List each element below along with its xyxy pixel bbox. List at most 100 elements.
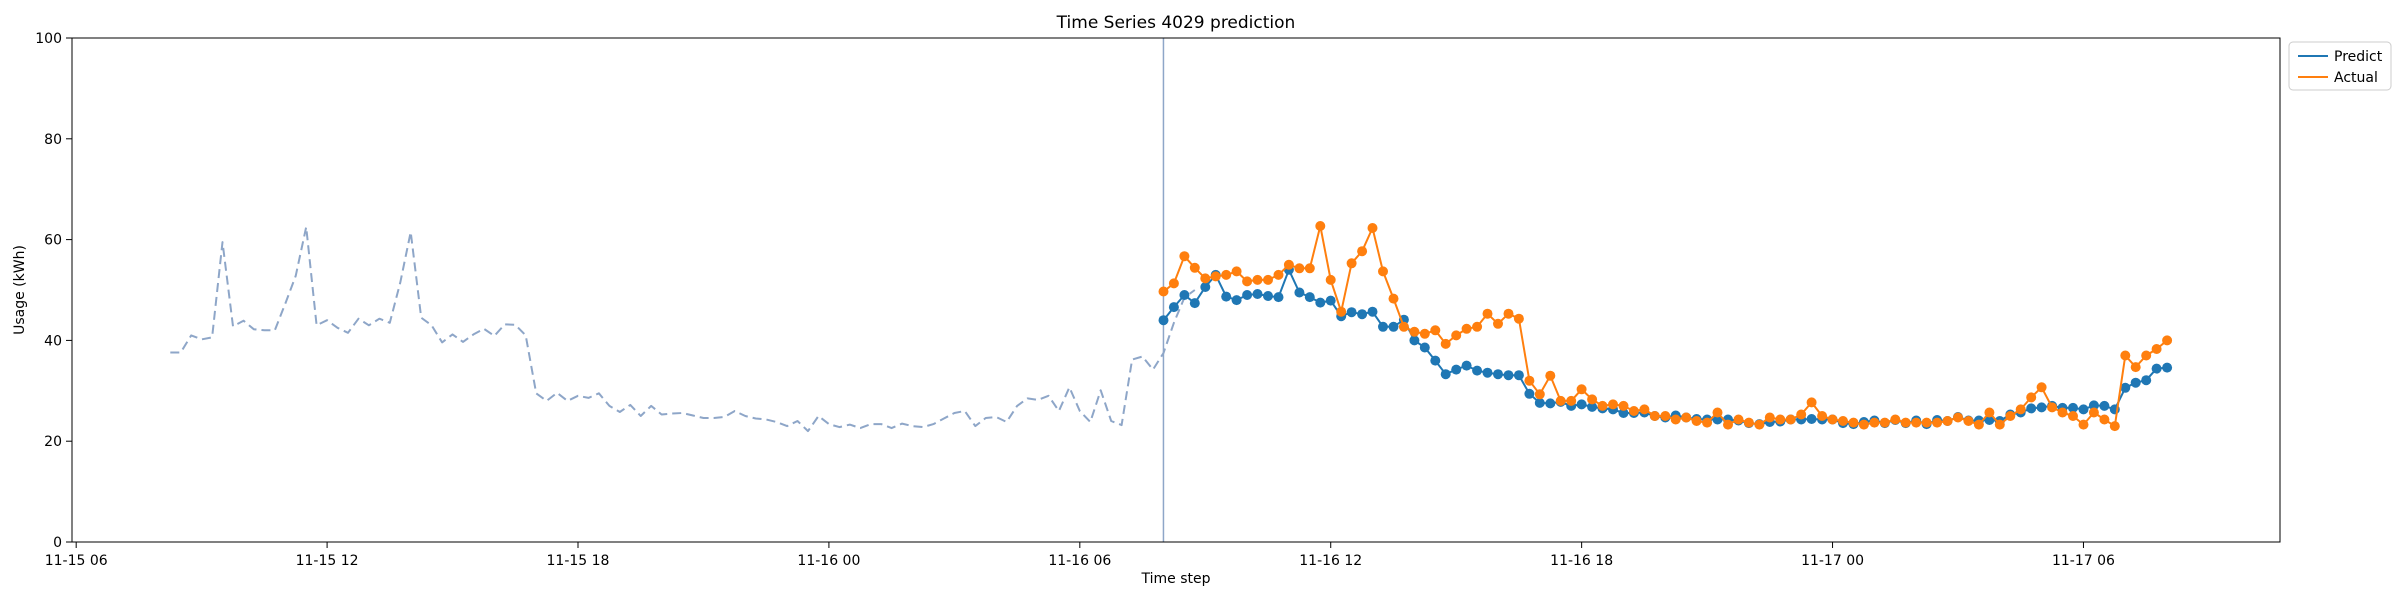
predict-point [1440, 369, 1451, 380]
actual-point [2057, 407, 2068, 418]
predict-point [1357, 309, 1368, 320]
predict-point [2151, 363, 2162, 374]
predict-point [1231, 295, 1242, 306]
actual-point [1315, 221, 1326, 231]
predict-point [1252, 289, 1263, 299]
predict-point [1984, 415, 1995, 425]
actual-point [1294, 263, 1305, 274]
actual-point [1597, 400, 1608, 411]
actual-point [1273, 269, 1284, 280]
actual-point [1921, 417, 1932, 428]
actual-point [1984, 407, 1995, 418]
predict-point [2078, 404, 2089, 415]
predict-point [1419, 342, 1430, 353]
predict-point [1346, 307, 1357, 318]
actual-point [1409, 326, 1420, 337]
predict-point [1388, 321, 1399, 332]
x-tick-label: 11-17 00 [1801, 553, 1864, 569]
actual-point [1660, 411, 1671, 421]
actual-point [1566, 395, 1577, 406]
actual-point [1953, 412, 1963, 423]
predict-point [1503, 370, 1514, 381]
predict-point [1200, 282, 1211, 292]
x-tick-label: 11-17 06 [2052, 553, 2115, 569]
actual-point [1618, 400, 1629, 411]
actual-point [1796, 409, 1807, 420]
actual-point [1555, 395, 1566, 406]
actual-point [1743, 417, 1754, 428]
actual-point [1189, 262, 1200, 273]
x-axis: 11-15 06 11-15 12 11-15 18 11-16 00 11-16 06… [45, 542, 2115, 569]
predict-point [1273, 292, 1284, 303]
actual-point [1179, 251, 1190, 262]
actual-point [1848, 417, 1859, 428]
predict-point [1513, 370, 1524, 381]
predict-point [1576, 399, 1587, 410]
predict-point [1158, 315, 1169, 326]
actual-point [2026, 392, 2037, 403]
predict-point [1451, 364, 1462, 375]
chart-title: Time Series 4029 prediction [1056, 13, 1296, 33]
x-tick-label: 11-16 18 [1550, 553, 1613, 569]
actual-point [1513, 313, 1524, 324]
actual-point [2130, 362, 2141, 373]
actual-point [1336, 306, 1347, 317]
predict-point [1524, 388, 1535, 399]
actual-point [2005, 411, 2016, 421]
actual-point [1900, 417, 1911, 428]
actual-point [1304, 263, 1315, 274]
predict-point [1461, 360, 1472, 371]
predict-point [1294, 287, 1305, 298]
actual-point [1587, 394, 1598, 405]
actual-point [1283, 259, 1294, 270]
actual-point [2151, 344, 2162, 354]
actual-point [1524, 375, 1535, 386]
predict-point [1430, 355, 1441, 366]
legend-actual-label: Actual [2334, 70, 2378, 86]
actual-point [1221, 269, 1232, 280]
predict-point [2088, 400, 2099, 411]
actual-point [1628, 406, 1639, 416]
plot-area [170, 38, 2173, 542]
actual-point [1168, 278, 1179, 289]
actual-point [1503, 308, 1514, 319]
actual-point [1994, 419, 2005, 430]
actual-point [1691, 416, 1702, 426]
actual-point [1775, 414, 1786, 425]
legend: Predict Actual [2288, 41, 2392, 91]
actual-point [2088, 407, 2099, 418]
x-tick-label: 11-16 12 [1299, 553, 1362, 569]
actual-point [1723, 419, 1733, 430]
actual-point [1869, 417, 1880, 428]
actual-point [1932, 417, 1943, 428]
actual-point [1890, 414, 1901, 425]
predict-point [1325, 295, 1336, 306]
actual-point [2036, 382, 2047, 393]
predict-point [1367, 306, 1378, 317]
x-tick-label: 11-15 12 [296, 553, 359, 569]
actual-point [1973, 419, 1984, 430]
actual-point [1838, 416, 1848, 426]
actual-point [1388, 293, 1399, 304]
actual-point [1440, 338, 1451, 349]
predict-point [1482, 367, 1493, 378]
x-tick-label: 11-15 18 [547, 553, 610, 569]
actual-point [2141, 350, 2152, 361]
actual-point [1963, 416, 1974, 426]
actual-point [1733, 414, 1744, 425]
predict-point [1378, 321, 1388, 332]
actual-point [1764, 412, 1775, 423]
actual-point [1806, 397, 1817, 408]
predict-point [2068, 402, 2078, 413]
predict-point [1493, 369, 1503, 380]
predict-point [1409, 335, 1420, 346]
actual-point [1534, 389, 1545, 400]
actual-point [1879, 417, 1890, 428]
actual-point [1858, 419, 1869, 430]
predict-point [1168, 302, 1179, 313]
actual-point [1827, 414, 1838, 425]
actual-point [1670, 414, 1681, 425]
y-tick-label: 80 [44, 132, 62, 148]
predict-point [1179, 290, 1190, 300]
predict-point [1712, 414, 1723, 425]
